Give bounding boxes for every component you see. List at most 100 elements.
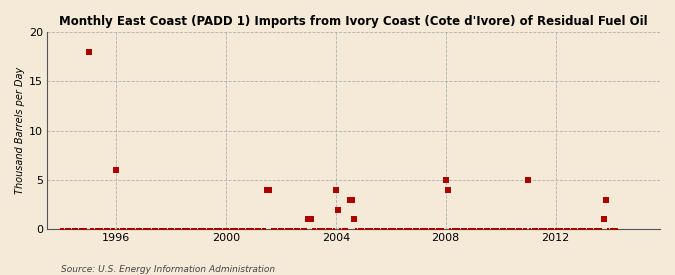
Point xyxy=(273,227,284,232)
Point xyxy=(545,227,556,232)
Point xyxy=(278,227,289,232)
Point xyxy=(237,227,248,232)
Point xyxy=(271,227,281,232)
Point xyxy=(262,188,273,192)
Point xyxy=(292,227,302,232)
Point xyxy=(461,227,472,232)
Point xyxy=(413,227,424,232)
Point xyxy=(507,227,518,232)
Point xyxy=(250,227,261,232)
Point xyxy=(598,217,609,222)
Point xyxy=(399,227,410,232)
Point xyxy=(104,227,115,232)
Point xyxy=(527,227,538,232)
Point xyxy=(134,227,144,232)
Point xyxy=(328,227,339,232)
Point xyxy=(596,227,607,232)
Point xyxy=(459,227,470,232)
Point xyxy=(537,227,547,232)
Point xyxy=(532,227,543,232)
Point xyxy=(594,227,605,232)
Point xyxy=(312,227,323,232)
Point xyxy=(230,227,240,232)
Point xyxy=(244,227,254,232)
Point xyxy=(60,227,71,232)
Point xyxy=(438,227,449,232)
Point xyxy=(539,227,549,232)
Point xyxy=(252,227,263,232)
Point xyxy=(173,227,184,232)
Point xyxy=(74,227,85,232)
Point xyxy=(443,188,454,192)
Point xyxy=(509,227,520,232)
Point xyxy=(340,227,350,232)
Point xyxy=(364,227,375,232)
Point xyxy=(433,227,444,232)
Point xyxy=(257,227,268,232)
Point xyxy=(553,227,564,232)
Point xyxy=(481,227,492,232)
Point xyxy=(287,227,298,232)
Point xyxy=(214,227,225,232)
Point xyxy=(186,227,197,232)
Point xyxy=(303,217,314,222)
Point xyxy=(367,227,378,232)
Point xyxy=(95,227,105,232)
Point xyxy=(207,227,217,232)
Point xyxy=(353,227,364,232)
Point xyxy=(168,227,179,232)
Point xyxy=(601,197,612,202)
Point xyxy=(387,227,398,232)
Point xyxy=(63,227,74,232)
Point xyxy=(477,227,488,232)
Point xyxy=(466,227,477,232)
Point xyxy=(275,227,286,232)
Point xyxy=(408,227,419,232)
Point xyxy=(81,227,92,232)
Point xyxy=(323,227,334,232)
Point xyxy=(415,227,426,232)
Point xyxy=(591,227,602,232)
Point xyxy=(369,227,380,232)
Point xyxy=(402,227,412,232)
Point xyxy=(374,227,385,232)
Point xyxy=(209,227,220,232)
Point xyxy=(92,227,103,232)
Point xyxy=(331,188,342,192)
Point xyxy=(429,227,439,232)
Point xyxy=(239,227,250,232)
Point xyxy=(290,227,300,232)
Point xyxy=(111,168,122,172)
Point xyxy=(86,227,97,232)
Point xyxy=(575,227,586,232)
Point xyxy=(221,227,232,232)
Point xyxy=(379,227,389,232)
Point xyxy=(376,227,387,232)
Point xyxy=(431,227,442,232)
Point xyxy=(585,227,595,232)
Point xyxy=(548,227,559,232)
Point xyxy=(360,227,371,232)
Point xyxy=(234,227,245,232)
Point xyxy=(404,227,414,232)
Point xyxy=(456,227,467,232)
Point xyxy=(427,227,437,232)
Point xyxy=(326,227,337,232)
Point xyxy=(511,227,522,232)
Point xyxy=(127,227,138,232)
Point xyxy=(259,227,270,232)
Point xyxy=(463,227,474,232)
Point xyxy=(113,227,124,232)
Point xyxy=(410,227,421,232)
Point xyxy=(436,227,447,232)
Point xyxy=(571,227,582,232)
Point xyxy=(335,227,346,232)
Point xyxy=(566,227,577,232)
Point xyxy=(550,227,561,232)
Point xyxy=(216,227,227,232)
Point xyxy=(227,227,238,232)
Point xyxy=(132,227,142,232)
Point xyxy=(362,227,373,232)
Point xyxy=(188,227,199,232)
Point xyxy=(310,227,321,232)
